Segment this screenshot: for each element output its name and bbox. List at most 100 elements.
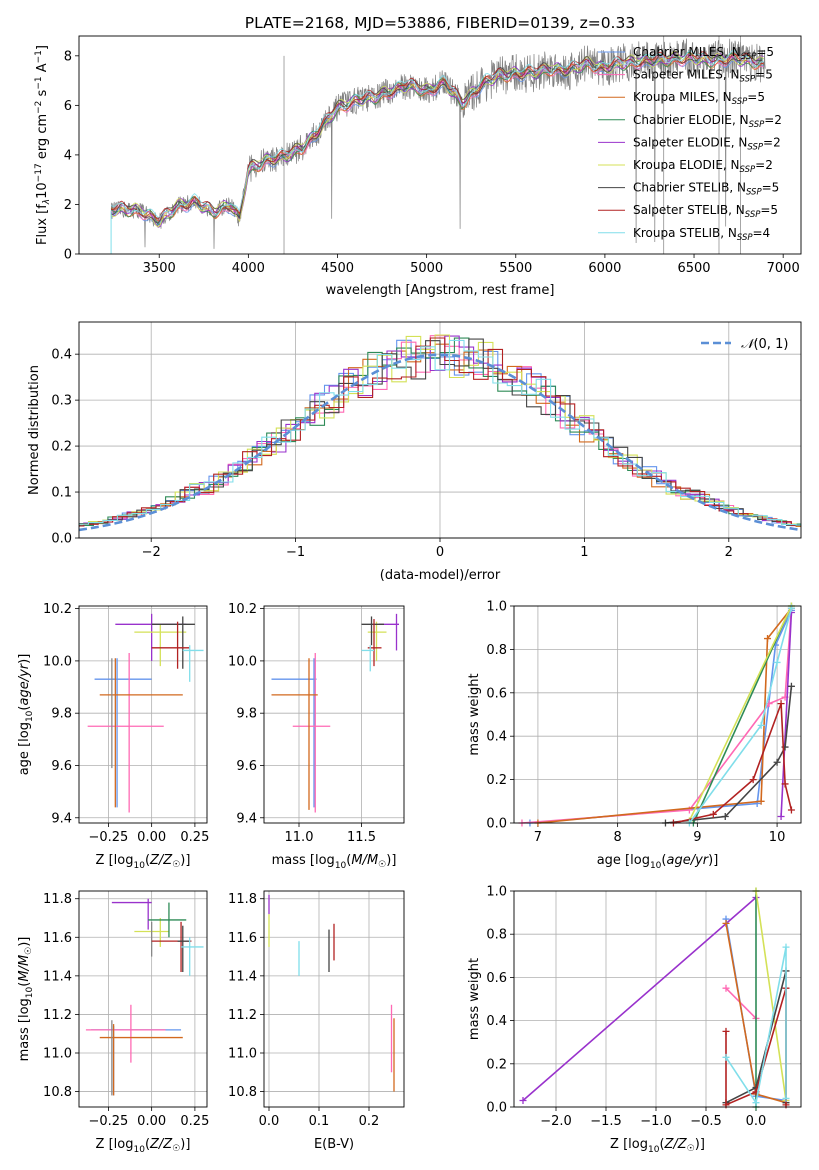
weight-marker <box>709 810 717 818</box>
x-tick-label: 1 <box>580 545 588 560</box>
x-tick-label: −1.0 <box>640 1114 672 1129</box>
weight-marker <box>764 635 772 643</box>
weight-line-2 <box>537 607 793 823</box>
x-tick-label: 4500 <box>321 261 354 276</box>
histogram-step-8 <box>79 339 801 526</box>
normal-curve <box>79 353 801 532</box>
y-tick-label: 0.4 <box>486 1014 507 1029</box>
weight-marker <box>519 1097 527 1105</box>
panel-weight_vs_Z: −2.0 −1.5 −1.0 −0.5 0.0 0.0 0.2 0.4 0.6 0.8 1.0 <box>486 885 802 1129</box>
y-tick-label: 10.2 <box>43 602 72 617</box>
y-axis-label: mass weight <box>467 673 482 755</box>
x-tick-label: 5000 <box>410 261 443 276</box>
y-tick-label: 0.4 <box>486 730 507 745</box>
weight-line-0 <box>529 609 793 823</box>
x-tick-label: 7000 <box>767 261 800 276</box>
model-line-6 <box>111 52 764 224</box>
x-axis-label: E(B-V) <box>314 1137 354 1152</box>
axes-frame <box>78 605 208 824</box>
x-tick-label: −0.25 <box>88 830 128 845</box>
axis-label: age [log10(age/yr)] <box>17 654 35 776</box>
y-tick-label: 0.2 <box>51 440 72 455</box>
legend-entry: Chabrier ELODIE, NSSP=2 <box>633 113 782 130</box>
histogram-step-7 <box>79 337 801 527</box>
chart-title: PLATE=2168, MJD=53886, FIBERID=0139, z=0… <box>245 14 635 32</box>
axis-label: mass [log10(M/M☉)] <box>272 853 397 871</box>
y-tick-label: 9.4 <box>236 811 257 826</box>
panel-weight_vs_age: 7 8 9 10 0.0 0.2 0.4 0.6 0.8 1.0 <box>486 600 802 845</box>
y-tick-label: 11.6 <box>43 931 72 946</box>
weight-marker <box>749 776 757 784</box>
x-tick-label: 0 <box>436 545 444 560</box>
x-tick-label: 9 <box>693 830 701 845</box>
y-tick-label: 0.8 <box>486 643 507 658</box>
x-tick-label: 8 <box>613 830 621 845</box>
x-tick-label: 11.0 <box>285 830 314 845</box>
weight-line-1 <box>521 608 793 823</box>
x-tick-label: 3500 <box>143 261 176 276</box>
y-tick-label: 1.0 <box>486 600 507 615</box>
y-tick-label: 6 <box>64 99 72 114</box>
y-tick-label: 0.0 <box>51 532 72 547</box>
axes-frame <box>78 321 802 539</box>
y-tick-label: 2 <box>64 198 72 213</box>
weight-marker <box>757 797 765 805</box>
y-axis-label: Flux [fλ10−17 erg cm−2 s−1 A−1] <box>34 45 52 245</box>
legend-entry: Kroupa STELIB, NSSP=4 <box>633 226 770 243</box>
x-tick-label: 6500 <box>677 261 710 276</box>
legend-entry: Kroupa ELODIE, NSSP=2 <box>633 158 773 175</box>
y-tick-label: 0.4 <box>51 348 72 363</box>
x-tick-label: 0.2 <box>359 1114 380 1129</box>
weight-marker <box>782 1094 790 1102</box>
panel-spectrum: 3500 4000 4500 5000 5500 6000 6500 7000 0 2 4 6 8 <box>64 35 802 276</box>
weight-marker <box>787 806 795 814</box>
x-tick-label: 0.00 <box>137 1114 166 1129</box>
weight-marker <box>781 780 789 788</box>
axes-frame <box>263 890 405 1108</box>
y-tick-label: 4 <box>64 148 72 163</box>
y-axis-label: Normed distribution <box>27 365 42 495</box>
weight-line-4 <box>780 612 793 817</box>
legend-entry: Chabrier MILES, NSSP=5 <box>633 45 774 62</box>
x-tick-label: 5500 <box>499 261 532 276</box>
y-tick-label: 11.6 <box>228 931 257 946</box>
axes-frame <box>78 890 208 1108</box>
x-tick-label: 0.0 <box>259 1114 280 1129</box>
weight-marker <box>721 812 729 820</box>
weight-marker <box>722 1027 730 1035</box>
y-tick-label: 0.3 <box>51 394 72 409</box>
y-axis-label: mass weight <box>467 958 482 1040</box>
weight-marker <box>773 758 781 766</box>
weight-line-5 <box>755 891 787 1101</box>
weight-marker <box>782 943 790 951</box>
y-tick-label: 0.6 <box>486 686 507 701</box>
x-tick-label: −0.5 <box>690 1114 722 1129</box>
y-tick-label: 0.0 <box>486 817 507 832</box>
weight-marker <box>757 721 765 729</box>
y-tick-label: 11.4 <box>228 969 257 984</box>
x-tick-label: 4000 <box>232 261 265 276</box>
axis-label: Z [log10(Z/Z☉)] <box>96 853 191 871</box>
model-line-2 <box>110 52 764 222</box>
y-tick-label: 0.6 <box>486 971 507 986</box>
panel-residuals: −2 −1 0 1 2 0.0 0.1 0.2 0.3 0.4 <box>51 321 802 560</box>
y-tick-label: 0.2 <box>486 773 507 788</box>
legend-entry: Kroupa MILES, NSSP=5 <box>633 90 765 107</box>
x-axis-label: (data-model)/error <box>380 568 501 583</box>
x-tick-label: 0.0 <box>746 1114 767 1129</box>
y-tick-label: 10.2 <box>228 602 257 617</box>
panel-age_vs_Z: −0.25 0.00 0.25 9.4 9.6 9.8 10.0 10.2 <box>43 602 209 845</box>
y-tick-label: 9.8 <box>236 707 257 722</box>
x-axis-label: wavelength [Angstrom, rest frame] <box>326 283 555 298</box>
panel-mass_vs_EBV: 0.0 0.1 0.2 10.8 11.0 11.2 11.4 11.6 11.8 <box>228 890 405 1129</box>
legend-entry: Salpeter STELIB, NSSP=5 <box>633 203 778 220</box>
weight-marker <box>773 658 781 666</box>
x-tick-label: −2.0 <box>540 1114 572 1129</box>
y-tick-label: 0 <box>64 248 72 263</box>
axes-frame <box>263 605 405 824</box>
axis-label: mass [log10(M/M☉)] <box>17 937 35 1062</box>
weight-marker <box>722 1053 730 1061</box>
axis-label: Z [log10(Z/Z☉)] <box>96 1137 191 1155</box>
y-tick-label: 11.4 <box>43 969 72 984</box>
